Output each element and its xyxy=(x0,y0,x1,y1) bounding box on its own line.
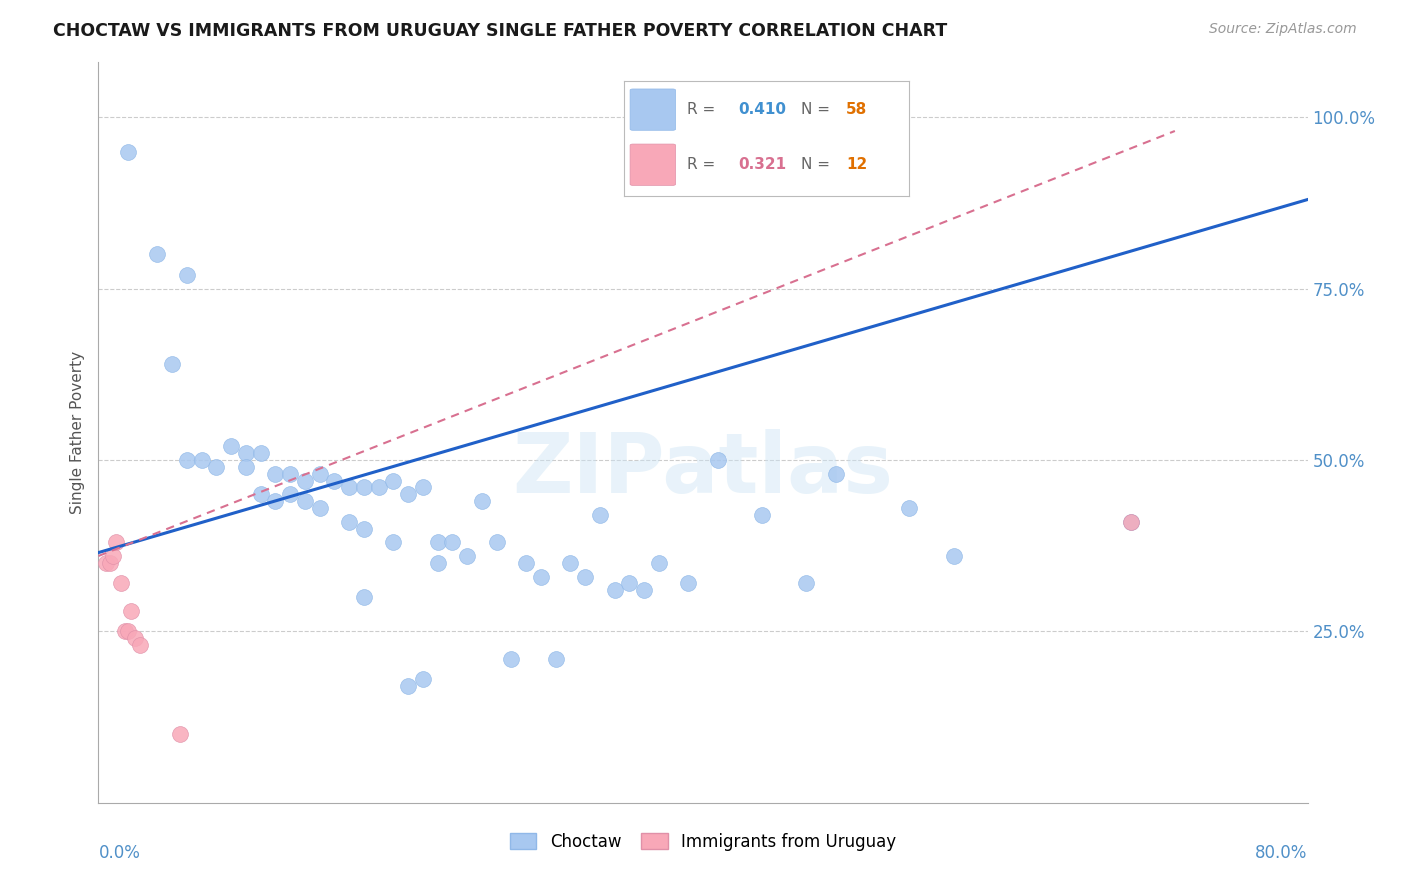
Point xyxy=(485,535,508,549)
Point xyxy=(176,268,198,282)
Point xyxy=(323,474,346,488)
Point xyxy=(441,535,464,549)
Point xyxy=(117,145,139,159)
Point xyxy=(219,439,242,453)
Point xyxy=(146,247,169,261)
Point xyxy=(235,446,257,460)
Point xyxy=(426,535,449,549)
Point xyxy=(794,576,817,591)
Point xyxy=(396,679,419,693)
Point xyxy=(412,480,434,494)
Point xyxy=(633,583,655,598)
Point xyxy=(308,467,330,481)
Point xyxy=(456,549,478,563)
Point xyxy=(751,508,773,522)
Point xyxy=(706,453,728,467)
Point xyxy=(560,556,582,570)
Y-axis label: Single Father Poverty: Single Father Poverty xyxy=(70,351,86,514)
Point xyxy=(574,569,596,583)
Point xyxy=(278,467,301,481)
Point xyxy=(249,446,271,460)
Point xyxy=(337,515,360,529)
Point xyxy=(530,569,553,583)
Point xyxy=(544,652,567,666)
Point xyxy=(353,522,375,536)
Legend: Choctaw, Immigrants from Uruguay: Choctaw, Immigrants from Uruguay xyxy=(503,826,903,857)
Point xyxy=(98,556,121,570)
Point xyxy=(678,576,700,591)
Point xyxy=(1119,515,1142,529)
Point xyxy=(382,535,405,549)
Point xyxy=(128,638,150,652)
Point xyxy=(382,474,405,488)
Point xyxy=(619,576,641,591)
Point xyxy=(294,494,316,508)
Point xyxy=(898,501,921,516)
Point xyxy=(603,583,626,598)
Point xyxy=(353,590,375,604)
Point xyxy=(942,549,965,563)
Point xyxy=(278,487,301,501)
Point xyxy=(412,673,434,687)
Point xyxy=(114,624,136,639)
Point xyxy=(124,632,146,646)
Point xyxy=(1119,515,1142,529)
Text: 80.0%: 80.0% xyxy=(1256,844,1308,862)
Point xyxy=(337,480,360,494)
Point xyxy=(169,727,191,741)
Point xyxy=(110,576,132,591)
Point xyxy=(824,467,846,481)
Text: 0.0%: 0.0% xyxy=(98,844,141,862)
Point xyxy=(294,474,316,488)
Point xyxy=(396,487,419,501)
Point xyxy=(264,494,287,508)
Point xyxy=(176,453,198,467)
Text: Source: ZipAtlas.com: Source: ZipAtlas.com xyxy=(1209,22,1357,37)
Point xyxy=(94,556,117,570)
Point xyxy=(648,556,671,570)
Point xyxy=(249,487,271,501)
Point xyxy=(515,556,537,570)
Point xyxy=(235,459,257,474)
Point xyxy=(589,508,612,522)
Point xyxy=(308,501,330,516)
Point xyxy=(471,494,494,508)
Point xyxy=(160,357,183,371)
Point xyxy=(101,549,124,563)
Point xyxy=(367,480,389,494)
Point xyxy=(205,459,228,474)
Text: ZIPatlas: ZIPatlas xyxy=(513,429,893,510)
Point xyxy=(105,535,128,549)
Point xyxy=(353,480,375,494)
Point xyxy=(426,556,449,570)
Point xyxy=(190,453,212,467)
Point xyxy=(264,467,287,481)
Text: CHOCTAW VS IMMIGRANTS FROM URUGUAY SINGLE FATHER POVERTY CORRELATION CHART: CHOCTAW VS IMMIGRANTS FROM URUGUAY SINGL… xyxy=(53,22,948,40)
Point xyxy=(501,652,523,666)
Point xyxy=(120,604,142,618)
Point xyxy=(117,624,139,639)
